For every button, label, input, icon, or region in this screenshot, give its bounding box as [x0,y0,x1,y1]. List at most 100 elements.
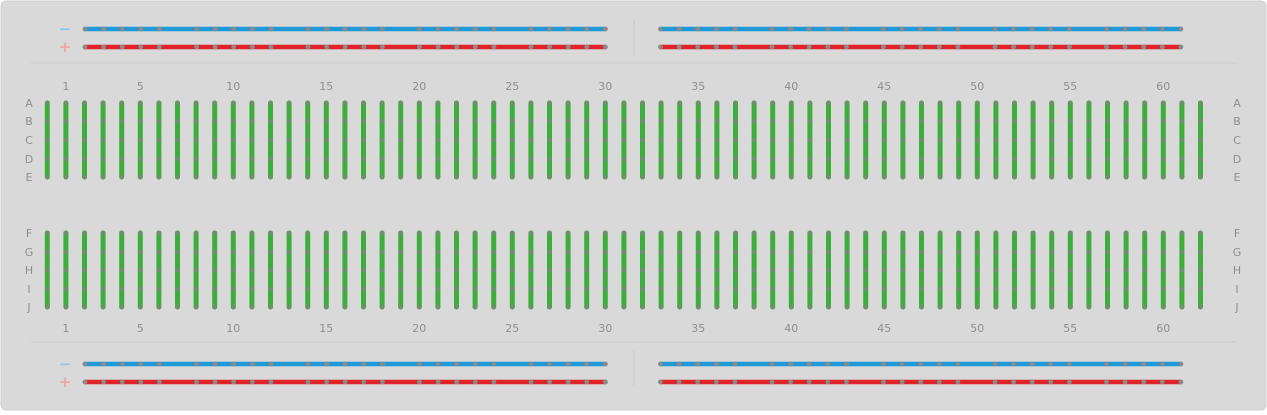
terminal-hole [1160,267,1166,273]
terminal-hole [528,249,534,255]
terminal-hole [714,286,720,292]
rail-hole [231,44,237,50]
terminal-hole [1086,230,1092,236]
rail-hole [1159,379,1165,385]
terminal-hole [305,156,311,162]
terminal-hole [1049,286,1055,292]
terminal-hole [733,267,738,273]
bottom-positive-rail-right [658,379,1184,385]
rail-hole [212,26,218,32]
rail-hole [695,26,701,32]
rail-hole [825,26,831,32]
terminal-hole [416,100,422,106]
terminal-hole [1123,304,1129,310]
terminal-hole [82,174,87,180]
terminal-hole [286,230,292,236]
terminal-hole [826,249,831,255]
rail-hole [305,361,311,367]
rail-hole [806,26,812,32]
terminal-hole [919,174,924,180]
column-number-bottom: 55 [1063,322,1077,335]
terminal-hole [1067,230,1073,236]
terminal-hole [509,267,515,273]
terminal-hole [379,304,385,310]
rail-hole [769,44,775,50]
terminal-hole [974,100,980,106]
terminal-hole [1030,267,1036,273]
terminal-hole [788,137,794,143]
rail-hole [101,26,106,32]
terminal-hole [454,137,459,143]
rail-hole [491,26,497,32]
terminal-hole [677,156,683,162]
terminal-hole [1049,156,1055,162]
column-number-top: 10 [226,80,240,93]
terminal-hole [919,137,924,143]
terminal-hole [398,100,404,106]
rail-hole [305,44,311,50]
terminal-hole [974,304,980,310]
terminal-hole [733,100,738,106]
terminal-hole [361,174,366,180]
terminal-hole [565,118,571,124]
terminal-hole [137,156,143,162]
rail-hole [1029,26,1035,32]
terminal-hole [658,174,664,180]
terminal-hole [844,304,850,310]
terminal-hole [788,156,794,162]
top-row-label-left: D [25,153,33,166]
rail-hole [454,44,460,50]
terminal-hole [640,118,645,124]
terminal-hole [1198,230,1203,236]
terminal-hole [1012,137,1017,143]
terminal-hole [63,286,69,292]
terminal-hole [844,286,850,292]
top-row-label-right: A [1233,97,1241,110]
terminal-hole [286,156,292,162]
terminal-hole [733,174,738,180]
terminal-hole [770,249,776,255]
terminal-hole [621,249,627,255]
terminal-hole [1160,249,1166,255]
terminal-hole [268,100,273,106]
rail-hole [918,379,924,385]
terminal-hole [119,286,125,292]
terminal-hole [44,156,50,162]
terminal-hole [212,137,218,143]
terminal-hole [1179,249,1185,255]
terminal-hole [770,304,776,310]
terminal-hole [547,249,552,255]
terminal-hole [1198,286,1203,292]
rail-hole [1122,44,1128,50]
top-row-label-left: A [25,97,33,110]
terminal-hole [881,137,887,143]
terminal-hole [807,286,813,292]
terminal-hole [863,174,869,180]
terminal-hole [435,249,441,255]
rail-hole [472,379,478,385]
terminal-hole [677,304,683,310]
terminal-hole [472,156,478,162]
top-row-label-right: D [1233,153,1241,166]
terminal-hole [137,118,143,124]
column-number-top: 35 [691,80,705,93]
terminal-hole [44,286,50,292]
terminal-hole [863,304,869,310]
terminal-hole [640,156,645,162]
terminal-hole [677,100,683,106]
rail-hole [361,379,367,385]
terminal-hole [137,286,143,292]
terminal-hole [230,286,236,292]
terminal-hole [342,156,348,162]
terminal-hole [881,249,887,255]
terminal-hole [435,156,441,162]
terminal-hole [472,286,478,292]
rail-hole [732,26,738,32]
column-number-top: 5 [137,80,144,93]
rail-hole [936,361,942,367]
rail-hole [844,379,849,385]
terminal-hole [1030,174,1036,180]
terminal-hole [63,137,69,143]
rail-hole [732,44,738,50]
terminal-hole [640,174,645,180]
